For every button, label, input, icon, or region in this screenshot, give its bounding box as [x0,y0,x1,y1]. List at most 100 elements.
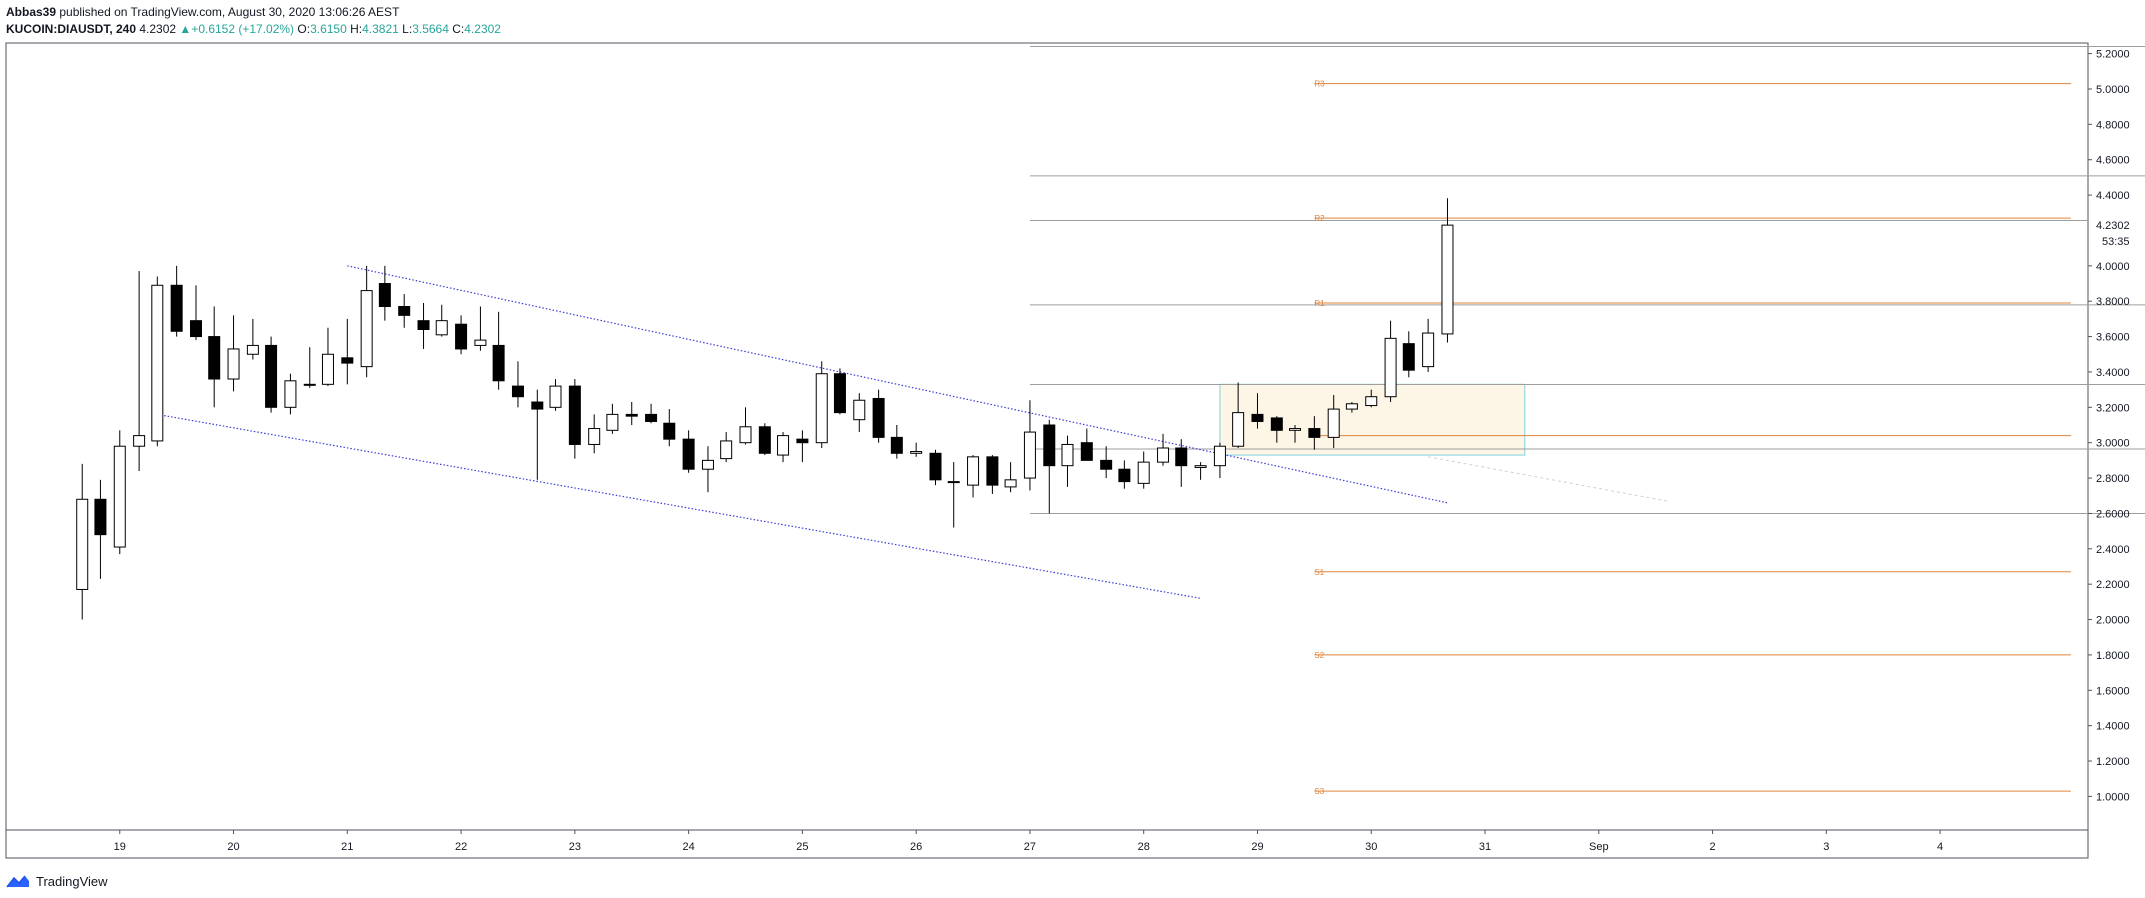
candle-body [1043,424,1056,467]
candle-body [833,373,846,414]
candle-body [151,284,164,442]
candle-body [189,320,202,338]
candle-body [1061,443,1074,467]
brand-name[interactable]: TradingView [36,873,108,889]
candle-body [758,426,771,454]
price-tick-label: 5.0000 [2096,84,2130,96]
candle-body [739,426,752,444]
candle-body [284,380,297,408]
time-tick-label: 4 [1937,841,1943,853]
symbol-name[interactable]: KUCOIN:DIAUSDT, 240 [6,22,137,36]
time-tick-label: 27 [1024,841,1036,853]
price-tick-label: 4.0000 [2096,261,2130,273]
price-tick-label: 4.8000 [2096,119,2130,131]
publish-note: published on TradingView.com, August 30,… [59,5,400,19]
candle-body [1157,447,1170,463]
price-tick-label: 2.2000 [2096,579,2130,591]
pivot-label: S1 [1314,568,1324,577]
candle-body [815,373,828,444]
candle-body [777,435,790,456]
candle-body [208,336,221,380]
price-tick-label: 4.4000 [2096,190,2130,202]
candle-body [1441,224,1454,335]
price-tick-label: 2.8000 [2096,473,2130,485]
candle-body [910,451,923,454]
candle-body [265,344,278,408]
up-arrow-icon: ▲ [179,22,192,36]
time-tick-label: 29 [1251,841,1263,853]
candle-body [227,348,240,380]
time-tick-label: 20 [227,841,239,853]
candle-body [701,459,714,470]
candle-body [113,445,126,548]
candle-body [1080,442,1093,461]
candle-body [645,413,658,422]
price-tick-label: 3.6000 [2096,332,2130,344]
candle-body [321,353,334,385]
channel-lower-line [157,413,1201,599]
candle-body [76,498,89,590]
candle-body [378,283,391,308]
candle-body [1194,465,1207,468]
candle-body [967,456,980,486]
candle-body [1023,431,1036,479]
candle-body [492,344,505,382]
publisher-name[interactable]: Abbas39 [6,5,57,19]
ohlc-open: O:3.6150 [297,22,347,36]
price-tick-label: 1.8000 [2096,650,2130,662]
last-price-badge [2089,218,2145,246]
price-tick-label: 3.4000 [2096,367,2130,379]
time-tick-label: 19 [114,841,126,853]
candle-body [947,481,960,484]
time-axis-frame [5,829,2089,859]
candle-body [1402,343,1415,371]
time-tick-label: 23 [569,841,581,853]
publish-info: Abbas39 published on TradingView.com, Au… [6,5,399,20]
candle-body [94,498,107,536]
price-tick-label: 1.2000 [2096,756,2130,768]
price-tick-label: 3.8000 [2096,296,2130,308]
candle-body [549,385,562,408]
candle-body [417,320,430,331]
pivot-label: S3 [1314,787,1324,796]
candle-body [872,397,885,438]
candle-body [1365,396,1378,407]
price-tick-label: 3.2000 [2096,402,2130,414]
price-tick-label: 5.2000 [2096,49,2130,61]
candle-body [1289,428,1302,431]
price-tick-label: 1.4000 [2096,721,2130,733]
candle-body [511,385,524,398]
time-tick-label: 30 [1365,841,1377,853]
time-tick-label: 2 [1709,841,1715,853]
pivot-label: S2 [1314,651,1324,660]
tradingview-logo-icon[interactable] [6,873,30,889]
candle-body [1327,408,1340,438]
time-tick-label: 28 [1138,841,1150,853]
candle-body [853,399,866,421]
pivot-label: R2 [1314,214,1325,223]
time-tick-label: 31 [1479,841,1491,853]
price-tick-label: 3.0000 [2096,438,2130,450]
footer: TradingView [6,871,108,891]
price-tick-label: 2.6000 [2096,508,2130,520]
candle-body [1308,428,1321,438]
candle-body [435,320,448,336]
last-price-label: 4.2302 [2096,220,2130,232]
price-tick-label: 2.4000 [2096,544,2130,556]
candle-body [929,452,942,481]
candle-body [1232,412,1245,447]
ohlc-high: H:4.3821 [350,22,399,36]
candle-body [625,413,638,417]
candle-body [606,413,619,431]
price-change: +0.6152 (+17.02%) [191,22,295,36]
candle-body [890,436,903,454]
highlight-box [1219,383,1526,456]
candle-body [398,306,411,316]
candle-body [1384,337,1397,398]
candle-body [1118,468,1131,483]
candle-body [568,385,581,445]
candle-body [303,383,316,386]
candle-body [133,435,146,447]
candle-body [531,401,544,410]
